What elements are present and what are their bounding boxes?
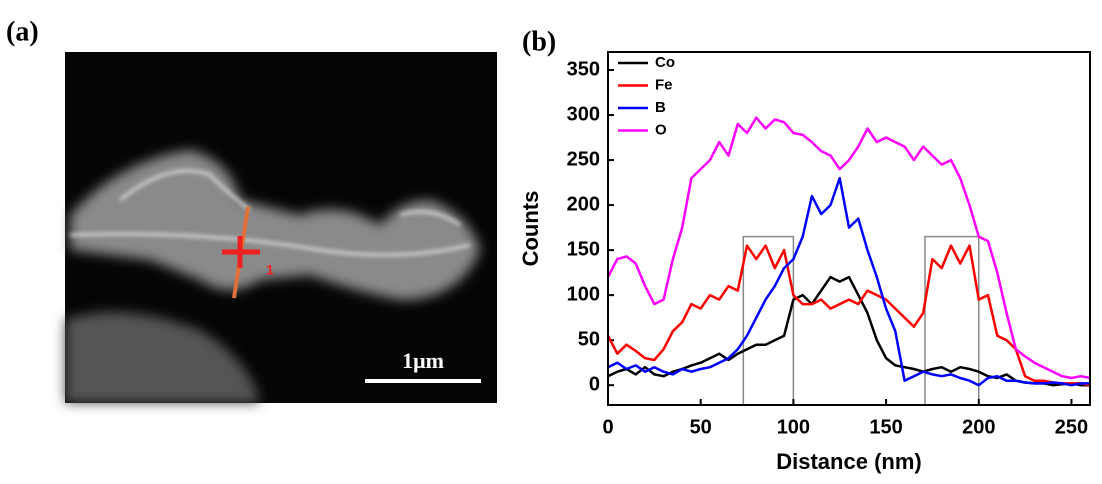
legend-label: O (655, 121, 667, 138)
panel-label: (b) (522, 26, 556, 57)
x-tick-label: 250 (1055, 416, 1088, 438)
x-tick-label: 50 (690, 416, 712, 438)
y-tick-label: 150 (567, 238, 600, 260)
y-tick-label: 350 (567, 58, 600, 80)
plot-frame (607, 51, 1091, 406)
series-line (607, 176, 1090, 387)
micrograph (65, 52, 497, 403)
scale-bar-label: 1μm (402, 348, 444, 373)
legend-label: Fe (655, 76, 673, 93)
legend-label: B (655, 99, 666, 116)
x-tick-label: 200 (962, 416, 995, 438)
series-line (606, 244, 1091, 387)
series-line (607, 275, 1090, 387)
x-tick-label: 150 (869, 416, 902, 438)
marker-label: 1 (266, 262, 274, 278)
y-tick-label: 250 (567, 148, 600, 170)
y-tick-label: 300 (567, 103, 600, 125)
legend-label: Co (655, 54, 675, 71)
y-axis-label: Counts (518, 191, 543, 267)
series-line (606, 116, 1091, 380)
panel-label: (a) (6, 16, 39, 47)
y-tick-label: 50 (578, 328, 600, 350)
y-tick-label: 200 (567, 193, 600, 215)
x-axis-label: Distance (nm) (776, 449, 921, 474)
x-tick-label: 0 (602, 416, 613, 438)
x-tick-label: 100 (777, 416, 810, 438)
y-tick-label: 0 (589, 373, 600, 395)
y-tick-label: 100 (567, 283, 600, 305)
